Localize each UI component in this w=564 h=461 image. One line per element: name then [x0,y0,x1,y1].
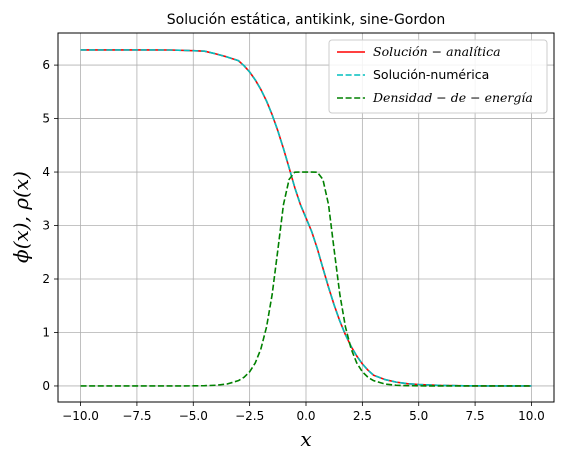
x-ticks: −10.0 −7.5 −5.0 −2.5 0.0 2.5 5.0 7.5 10.0 [62,402,545,423]
y-tick-label: 1 [42,325,50,339]
y-tick-label: 2 [42,272,50,286]
x-tick-label: −10.0 [62,409,99,423]
y-tick-label: 0 [42,379,50,393]
series-line-3 [80,171,532,387]
x-tick-label: 2.5 [353,409,372,423]
legend-label-1: Solución − analítica [373,44,501,59]
x-tick-label: 7.5 [466,409,485,423]
x-tick-label: 10.0 [518,409,545,423]
x-axis-label: x [300,427,311,451]
y-tick-label: 6 [42,58,50,72]
x-tick-label: −2.5 [235,409,264,423]
y-axis-label: ϕ(x), ρ(x) [9,171,33,263]
legend-label-2: Solución-numérica [373,67,489,82]
x-tick-label: −5.0 [179,409,208,423]
y-tick-label: 4 [42,165,50,179]
legend-label-3: Densidad − de − energía [372,90,533,105]
y-ticks: 0 1 2 3 4 5 6 [42,58,58,393]
x-tick-label: −7.5 [122,409,151,423]
legend-box [328,39,548,114]
y-tick-label: 3 [42,219,50,233]
series-line-2 [80,49,532,387]
legend: Solución − analítica Solución-numérica Den… [328,39,548,114]
x-tick-label: 5.0 [409,409,428,423]
series-layer [80,49,532,387]
chart-title: Solución estática, antikink, sine-Gordon [167,12,445,28]
x-tick-label: 0.0 [296,409,315,423]
y-tick-label: 5 [42,112,50,126]
